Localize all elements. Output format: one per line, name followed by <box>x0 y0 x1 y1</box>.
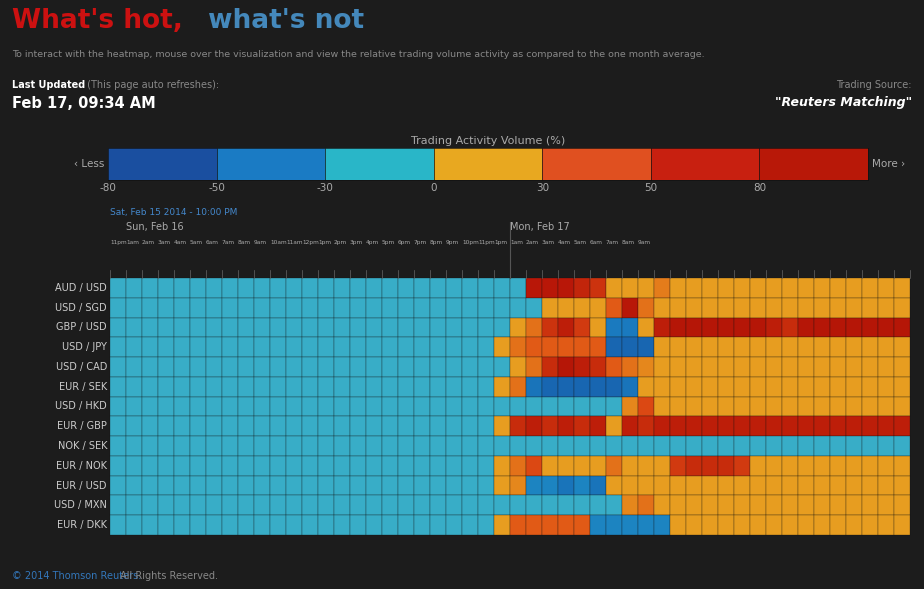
Text: EUR / USD: EUR / USD <box>56 481 107 491</box>
Text: 4pm: 4pm <box>366 240 379 245</box>
Text: NOK / SEK: NOK / SEK <box>57 441 107 451</box>
Text: To interact with the heatmap, mouse over the visualization and view the relative: To interact with the heatmap, mouse over… <box>12 50 705 59</box>
Text: 80: 80 <box>753 183 766 193</box>
Text: USD / JPY: USD / JPY <box>62 342 107 352</box>
Text: 11am: 11am <box>286 240 303 245</box>
Text: More ›: More › <box>872 159 906 169</box>
Text: Sun, Feb 16: Sun, Feb 16 <box>126 222 184 232</box>
Text: 1pm: 1pm <box>494 240 507 245</box>
Text: 5am: 5am <box>574 240 587 245</box>
Text: "Reuters Matching": "Reuters Matching" <box>775 96 912 109</box>
Text: 1am: 1am <box>126 240 139 245</box>
Text: 11pm: 11pm <box>110 240 127 245</box>
Text: 2pm: 2pm <box>334 240 347 245</box>
Text: 3am: 3am <box>158 240 171 245</box>
Text: 6am: 6am <box>590 240 603 245</box>
Text: 2am: 2am <box>142 240 155 245</box>
Text: -30: -30 <box>317 183 334 193</box>
Text: Trading Activity Volume (%): Trading Activity Volume (%) <box>411 136 565 146</box>
Text: 8am: 8am <box>238 240 251 245</box>
Text: 9am: 9am <box>254 240 267 245</box>
Text: ‹ Less: ‹ Less <box>74 159 104 169</box>
Text: 11pm: 11pm <box>478 240 494 245</box>
Text: 3pm: 3pm <box>350 240 363 245</box>
Text: 6am: 6am <box>206 240 219 245</box>
Text: 9am: 9am <box>638 240 651 245</box>
Text: GBP / USD: GBP / USD <box>56 322 107 332</box>
Text: 6pm: 6pm <box>398 240 411 245</box>
Text: EUR / DKK: EUR / DKK <box>57 520 107 530</box>
Text: AUD / USD: AUD / USD <box>55 283 107 293</box>
Text: 8pm: 8pm <box>430 240 444 245</box>
Text: (This page auto refreshes):: (This page auto refreshes): <box>84 80 219 90</box>
Text: EUR / GBP: EUR / GBP <box>57 421 107 431</box>
Text: what's not: what's not <box>199 8 364 34</box>
Text: Trading Source:: Trading Source: <box>836 80 912 90</box>
Text: 4am: 4am <box>174 240 188 245</box>
Text: USD / SGD: USD / SGD <box>55 303 107 313</box>
Text: Mon, Feb 17: Mon, Feb 17 <box>510 222 570 232</box>
Text: All Rights Reserved.: All Rights Reserved. <box>117 571 218 581</box>
Text: 7pm: 7pm <box>414 240 427 245</box>
Text: 1am: 1am <box>510 240 523 245</box>
Text: -50: -50 <box>208 183 225 193</box>
Text: 5am: 5am <box>190 240 203 245</box>
Text: 0: 0 <box>431 183 437 193</box>
Text: EUR / NOK: EUR / NOK <box>56 461 107 471</box>
Text: EUR / SEK: EUR / SEK <box>59 382 107 392</box>
Text: 30: 30 <box>536 183 549 193</box>
Text: 12pm: 12pm <box>302 240 319 245</box>
Text: 3am: 3am <box>542 240 555 245</box>
Text: Last Updated: Last Updated <box>12 80 85 90</box>
Text: 9pm: 9pm <box>446 240 459 245</box>
Text: 8am: 8am <box>622 240 635 245</box>
Text: 50: 50 <box>644 183 657 193</box>
Text: Sat, Feb 15 2014 - 10:00 PM: Sat, Feb 15 2014 - 10:00 PM <box>110 208 237 217</box>
Text: 10am: 10am <box>270 240 286 245</box>
Text: What's hot,: What's hot, <box>12 8 183 34</box>
Text: Feb 17, 09:34 AM: Feb 17, 09:34 AM <box>12 96 156 111</box>
Text: 2am: 2am <box>526 240 539 245</box>
Text: 7am: 7am <box>606 240 619 245</box>
Text: USD / CAD: USD / CAD <box>55 362 107 372</box>
Text: 1pm: 1pm <box>318 240 331 245</box>
Text: 5pm: 5pm <box>382 240 395 245</box>
Text: 7am: 7am <box>222 240 235 245</box>
Text: 4am: 4am <box>558 240 571 245</box>
Text: 10pm: 10pm <box>462 240 479 245</box>
Text: USD / HKD: USD / HKD <box>55 402 107 412</box>
Text: USD / MXN: USD / MXN <box>55 500 107 510</box>
Text: -80: -80 <box>100 183 116 193</box>
Text: © 2014 Thomson Reuters.: © 2014 Thomson Reuters. <box>12 571 141 581</box>
